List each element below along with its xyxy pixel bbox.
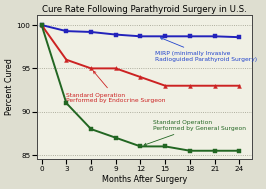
X-axis label: Months After Surgery: Months After Surgery — [102, 175, 187, 184]
Title: Cure Rate Following Parathyroid Surgery in U.S.: Cure Rate Following Parathyroid Surgery … — [42, 5, 247, 14]
Text: Standard Operation
Performed by General Surgeon: Standard Operation Performed by General … — [144, 120, 246, 146]
Text: Standard Operation
Performed by Endocrine Surgeon: Standard Operation Performed by Endocrin… — [66, 71, 166, 103]
Y-axis label: Percent Cured: Percent Cured — [5, 59, 14, 115]
Text: MIRP (minimally Invasive
Radioguided Parathyroid Surgery): MIRP (minimally Invasive Radioguided Par… — [155, 37, 257, 62]
